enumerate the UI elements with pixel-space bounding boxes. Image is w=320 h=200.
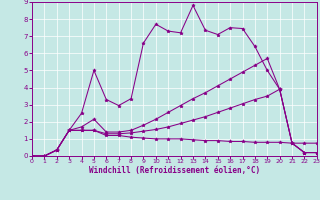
X-axis label: Windchill (Refroidissement éolien,°C): Windchill (Refroidissement éolien,°C): [89, 166, 260, 175]
